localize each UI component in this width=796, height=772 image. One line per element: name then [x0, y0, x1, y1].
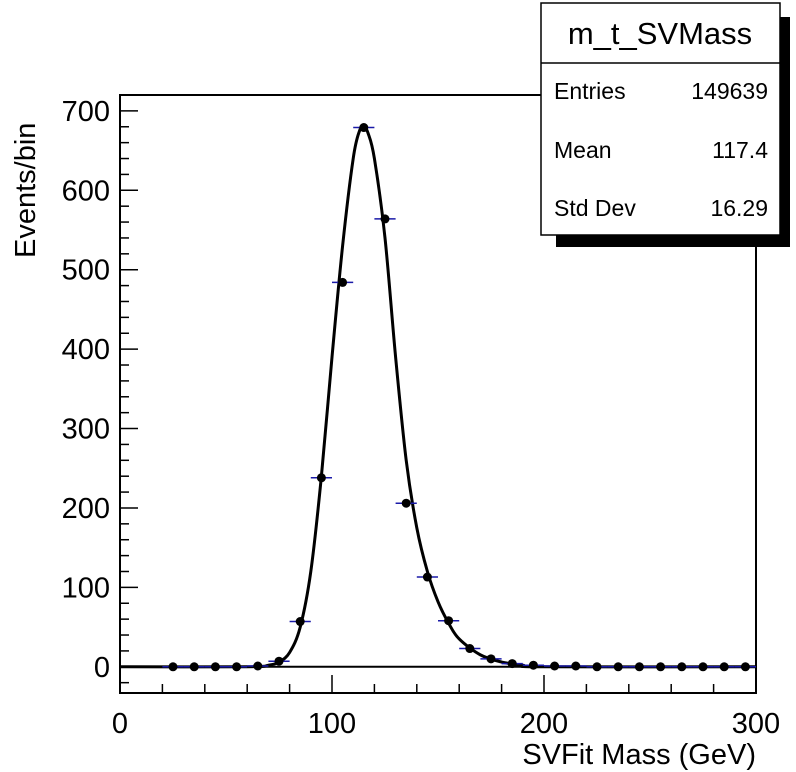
data-point: [274, 656, 284, 666]
data-point: [740, 662, 750, 672]
y-tick-label: 300: [62, 414, 110, 446]
data-point: [210, 662, 220, 672]
data-point: [592, 662, 602, 672]
data-point: [359, 123, 369, 133]
stats-mean-value: 117.4: [712, 137, 768, 163]
y-tick-label: 700: [62, 96, 110, 128]
data-point: [507, 659, 517, 669]
y-tick-label: 200: [62, 493, 110, 525]
data-point: [232, 662, 242, 672]
data-point: [634, 662, 644, 672]
stats-title: m_t_SVMass: [568, 16, 752, 51]
data-point: [422, 572, 432, 582]
tick-labels: 0 100 200 300 0 100 200 300 400 500 600 700: [62, 96, 781, 740]
data-point: [698, 662, 708, 672]
data-point: [338, 277, 348, 287]
data-point: [168, 662, 178, 672]
fit-curve: [119, 124, 757, 669]
x-axis-title: SVFit Mass (GeV): [522, 739, 756, 771]
stats-box: m_t_SVMass Entries 149639 Mean 117.4 Std…: [540, 2, 790, 247]
data-point: [465, 644, 475, 654]
y-axis-title: Events/bin: [10, 123, 42, 258]
y-tick-label: 600: [62, 175, 110, 207]
data-point: [719, 662, 729, 672]
data-point: [380, 214, 390, 224]
stats-entries-value: 149639: [691, 78, 768, 104]
data-point: [550, 661, 560, 671]
data-point: [486, 654, 496, 664]
data-point: [401, 498, 411, 508]
data-point: [253, 661, 263, 671]
y-tick-label: 500: [62, 255, 110, 287]
x-tick-label: 300: [732, 708, 780, 740]
y-tick-label: 100: [62, 572, 110, 604]
data-point: [295, 617, 305, 627]
data-point: [571, 661, 581, 671]
data-point: [656, 662, 666, 672]
data-point: [189, 662, 199, 672]
stats-box-panel: [540, 2, 781, 236]
data-point: [444, 616, 454, 626]
y-tick-label: 0: [94, 652, 110, 684]
stats-entries-label: Entries: [554, 78, 626, 104]
axis-ticks: [119, 94, 757, 693]
x-tick-label: 0: [112, 708, 128, 740]
y-tick-label: 400: [62, 334, 110, 366]
stats-stddev-value: 16.29: [710, 195, 768, 221]
data-markers: [162, 123, 756, 672]
x-tick-label: 100: [308, 708, 356, 740]
x-tick-label: 200: [520, 708, 568, 740]
stats-mean-label: Mean: [554, 137, 612, 163]
plot-frame: [119, 94, 757, 694]
stats-stddev-label: Std Dev: [554, 195, 636, 221]
data-point: [316, 473, 326, 483]
data-point: [677, 662, 687, 672]
data-point: [528, 660, 538, 670]
data-point: [613, 662, 623, 672]
